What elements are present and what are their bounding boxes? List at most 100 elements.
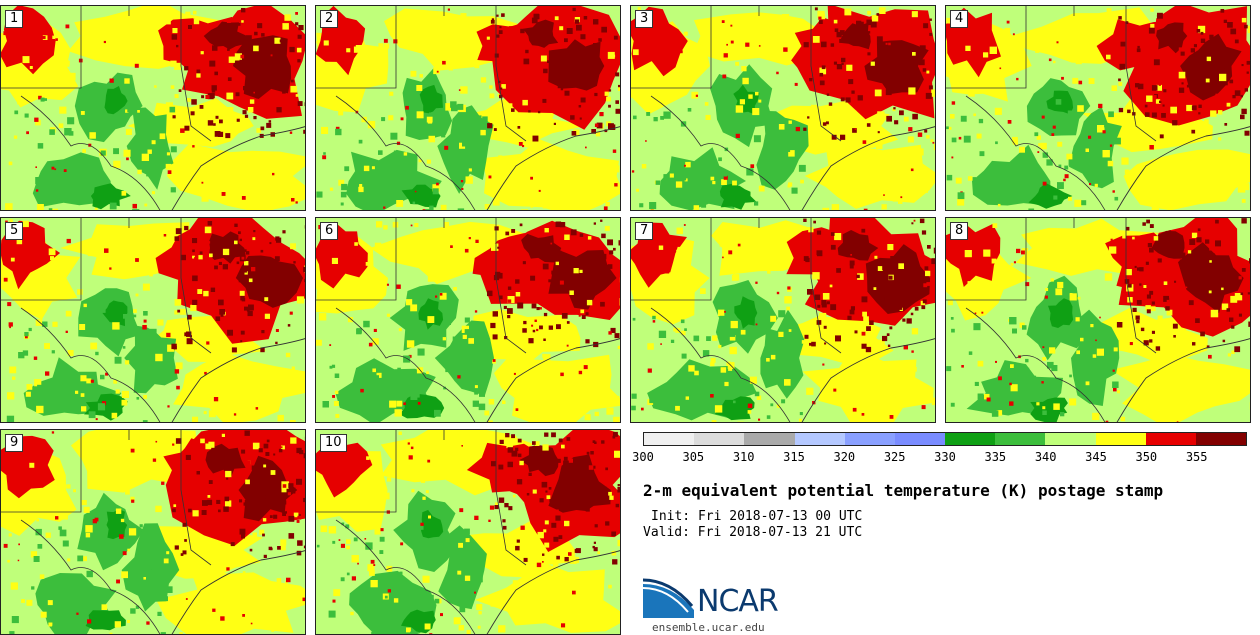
- field-speck: [1040, 142, 1047, 150]
- field-speck: [3, 277, 8, 282]
- field-speck: [1168, 324, 1173, 329]
- field-speck: [296, 478, 302, 485]
- field-speck: [242, 571, 246, 574]
- field-speck: [81, 406, 87, 412]
- field-speck: [558, 438, 563, 443]
- field-speck: [1151, 112, 1157, 118]
- field-speck: [542, 444, 549, 451]
- field-speck: [189, 144, 193, 149]
- field-speck: [498, 625, 506, 633]
- field-speck: [100, 150, 106, 156]
- field-speck: [1104, 124, 1108, 128]
- field-speck: [670, 78, 677, 85]
- field-speck: [911, 222, 914, 225]
- field-speck: [591, 129, 596, 134]
- field-speck: [979, 264, 982, 267]
- field-speck: [998, 386, 1002, 390]
- field-speck: [781, 14, 790, 22]
- field-speck: [544, 432, 549, 437]
- field-speck: [679, 38, 683, 42]
- field-speck: [123, 314, 128, 319]
- field-speck: [378, 517, 383, 521]
- field-speck: [515, 292, 521, 297]
- field-speck: [240, 330, 245, 335]
- field-speck: [383, 206, 386, 209]
- field-speck: [370, 580, 378, 588]
- field-speck: [886, 115, 892, 122]
- member-label: 2: [320, 10, 339, 28]
- field-speck: [583, 365, 588, 370]
- field-speck: [910, 168, 914, 172]
- field-speck: [873, 287, 877, 290]
- field-speck: [516, 540, 524, 548]
- field-speck: [242, 110, 247, 115]
- field-speck: [82, 556, 87, 562]
- map-boundary-line: [20, 307, 161, 422]
- field-speck: [1088, 135, 1092, 139]
- field-speck: [870, 121, 875, 125]
- field-speck: [526, 493, 530, 496]
- field-speck: [1204, 249, 1209, 254]
- field-speck: [303, 453, 305, 459]
- field-speck: [240, 54, 245, 59]
- field-region: [438, 525, 487, 610]
- field-speck: [80, 375, 87, 382]
- field-speck: [410, 70, 417, 77]
- field-speck: [580, 309, 585, 314]
- field-speck: [379, 550, 384, 554]
- field-speck: [30, 551, 38, 558]
- field-speck: [528, 242, 532, 246]
- field-speck: [693, 205, 700, 210]
- field-speck: [214, 265, 218, 270]
- field-speck: [1206, 56, 1212, 62]
- field-speck: [234, 240, 238, 245]
- field-speck: [543, 312, 548, 317]
- field-speck: [506, 473, 510, 476]
- map-boundary-line: [316, 430, 397, 513]
- field-speck: [256, 95, 260, 99]
- field-speck: [239, 290, 245, 296]
- field-speck: [544, 520, 549, 525]
- field-speck: [1197, 25, 1206, 34]
- field-speck: [881, 300, 886, 304]
- field-speck: [1204, 119, 1209, 124]
- field-speck: [289, 487, 296, 494]
- field-speck: [857, 87, 861, 90]
- field-speck: [174, 545, 179, 550]
- field-speck: [363, 320, 370, 328]
- field-speck: [244, 271, 248, 275]
- field-speck: [523, 191, 529, 198]
- field-speck: [518, 142, 523, 146]
- field-speck: [590, 451, 594, 455]
- map-boundary-line: [316, 6, 397, 89]
- field-speck: [403, 152, 408, 156]
- field-speck: [447, 8, 450, 11]
- field-speck: [1227, 353, 1231, 357]
- field-speck: [340, 577, 345, 582]
- colorbar-tick-label: 305: [682, 450, 705, 464]
- field-speck: [611, 531, 616, 537]
- field-speck: [334, 390, 339, 395]
- field-speck: [288, 483, 294, 489]
- field-speck: [839, 38, 843, 43]
- field-speck: [522, 145, 525, 148]
- field-speck: [172, 508, 176, 513]
- field-speck: [208, 410, 216, 418]
- field-speck: [926, 282, 931, 286]
- field-speck: [467, 228, 472, 234]
- field-speck: [852, 128, 857, 133]
- field-speck: [52, 625, 58, 631]
- field-speck: [320, 525, 328, 533]
- field-speck: [103, 593, 110, 600]
- field-speck: [201, 194, 209, 202]
- field-region: [1178, 242, 1244, 314]
- field-speck: [176, 44, 179, 48]
- field-speck: [566, 344, 569, 347]
- field-speck: [708, 164, 714, 171]
- field-speck: [823, 325, 827, 329]
- field-speck: [263, 554, 267, 558]
- colorbar-tick-label: 340: [1034, 450, 1057, 464]
- field-speck: [60, 267, 68, 275]
- field-speck: [557, 84, 562, 89]
- map-boundary-line: [20, 95, 161, 210]
